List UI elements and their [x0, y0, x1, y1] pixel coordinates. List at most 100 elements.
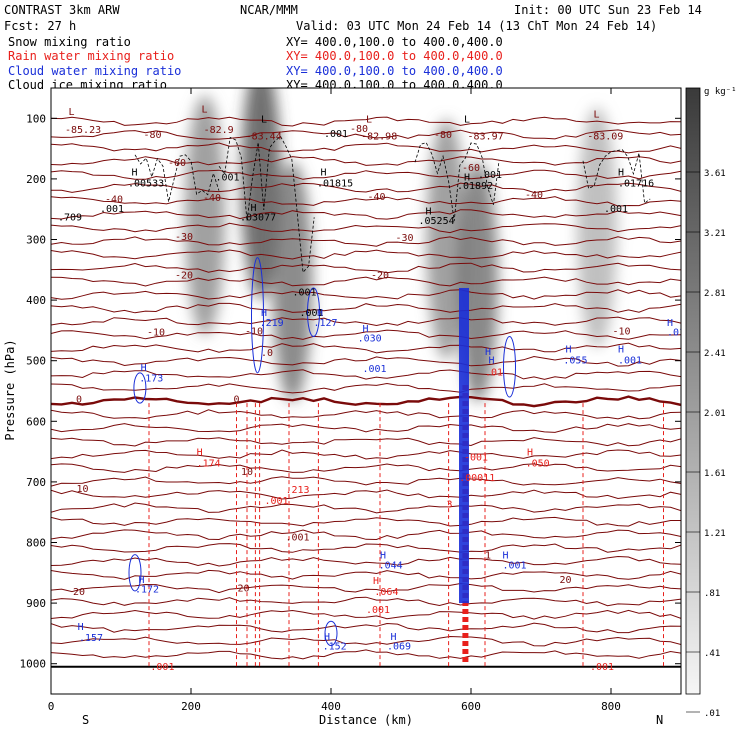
center-title: NCAR/MMM: [240, 3, 298, 17]
isotherm-label: -80: [350, 124, 368, 135]
x-tick-label: 200: [181, 700, 201, 713]
isotherm-label: -20: [371, 271, 389, 282]
snow-maximum: [185, 95, 225, 336]
value-label: .01: [485, 368, 503, 379]
y-tick-label: 500: [26, 355, 46, 368]
isotherm-label: 20: [559, 575, 571, 586]
x-axis-label: Distance (km): [319, 713, 413, 727]
isotherm-label: -60: [462, 163, 480, 174]
cloud-water-contour: [324, 620, 338, 647]
value-label: .001: [604, 204, 628, 215]
value-label: -001: [464, 452, 488, 463]
value-label: .001: [478, 170, 502, 181]
value-label: .001: [216, 172, 240, 183]
y-tick-label: 700: [26, 476, 46, 489]
direction-south: S: [82, 713, 89, 727]
colorbar-label: 2.01: [704, 409, 726, 419]
isotherm: [51, 476, 681, 487]
value-label: H: [324, 632, 330, 643]
isotherm: [51, 516, 681, 527]
isotherm-label: -10: [245, 326, 263, 337]
value-label: .010: [667, 328, 691, 339]
value-label: .055: [563, 355, 587, 366]
value-label: H: [618, 345, 624, 356]
cloud-ice-contour: [414, 142, 500, 221]
value-label: .001: [618, 355, 642, 366]
snow-maximum: [241, 88, 281, 299]
value-label: .03077: [240, 212, 276, 223]
snow-shading: [185, 88, 617, 402]
isotherm: [51, 316, 681, 327]
snow-maximum: [272, 161, 313, 402]
value-label: L: [366, 114, 372, 125]
value-label: L: [69, 107, 75, 118]
value-label: .173: [139, 374, 163, 385]
value-label: .0: [261, 348, 273, 359]
isotherm-label: -20: [175, 271, 193, 282]
isotherm-label: -80: [434, 130, 452, 141]
x-tick-label: 600: [461, 700, 481, 713]
isotherm: [51, 249, 681, 260]
value-label: .050: [526, 459, 550, 470]
isotherm-label: -40: [367, 192, 385, 203]
valid-time: Valid: 03 UTC Mon 24 Feb 14 (13 ChT Mon …: [296, 19, 657, 33]
isotherm-label: 20: [73, 587, 85, 598]
value-label: .001: [265, 496, 289, 507]
value-label: -82.9: [204, 125, 234, 136]
isotherm-label: 20: [237, 583, 249, 594]
isotherm: [51, 489, 681, 500]
isotherm: [51, 169, 681, 180]
isotherm-label: 0: [233, 394, 239, 405]
value-label: H: [489, 355, 495, 366]
value-label: H: [503, 551, 509, 562]
value-label: .127: [314, 318, 338, 329]
y-tick-label: 100: [26, 112, 46, 125]
isotherm: [51, 582, 681, 594]
isotherm-label: -10: [147, 328, 165, 339]
colorbar-label: .41: [704, 649, 720, 659]
value-label: .05254: [419, 216, 455, 227]
isotherm-label: -60: [168, 158, 186, 169]
cloud-water-contour: [307, 287, 320, 337]
cloud-water-contour: [133, 372, 147, 404]
value-label: H: [426, 206, 432, 217]
cloud-water-contour: [503, 335, 516, 398]
value-label: H: [363, 324, 369, 335]
value-label: .001: [590, 662, 614, 673]
isotherm-label: -30: [395, 233, 413, 244]
isotherm: [51, 463, 681, 473]
value-label: .219: [260, 318, 284, 329]
value-label: -83.44: [246, 131, 282, 142]
value-label: .01716: [618, 179, 654, 190]
value-label: .069: [387, 642, 411, 653]
forecast-hour: Fcst: 27 h: [4, 19, 76, 33]
y-tick-label: 600: [26, 415, 46, 428]
value-label: .01892: [457, 181, 493, 192]
value-label: .213: [286, 485, 310, 496]
value-label: H: [618, 168, 624, 179]
x-axis: 0 200 400 600 800: [48, 88, 621, 713]
value-label: H: [380, 551, 386, 562]
x-tick-label: 800: [601, 700, 621, 713]
isotherm: [51, 182, 681, 194]
isotherm: [51, 289, 681, 300]
isotherm: [51, 116, 681, 127]
plot-content: -80 -80 -80 -60 -60 -40 -40 -40 -40 -30 -30 -20 -20 -…: [51, 88, 691, 673]
colorbar-label: .01: [704, 709, 720, 719]
colorbar-label: 3.21: [704, 229, 726, 239]
value-label: H: [251, 203, 257, 214]
value-label: L: [594, 109, 600, 120]
snow-maximum: [426, 119, 467, 360]
value-label: 3: [447, 500, 453, 511]
cloud-ice-contour: [218, 135, 315, 274]
isotherm: [51, 222, 681, 234]
value-label: H: [527, 448, 533, 459]
isotherm: [51, 142, 681, 154]
value-label: H: [317, 308, 323, 319]
y-axis-label: Pressure (hPa): [3, 339, 17, 440]
isotherm: [51, 423, 681, 433]
isotherm-label: 10: [241, 467, 253, 478]
isotherm: [51, 649, 681, 660]
isotherm: [51, 569, 681, 580]
isotherm: [51, 262, 681, 274]
